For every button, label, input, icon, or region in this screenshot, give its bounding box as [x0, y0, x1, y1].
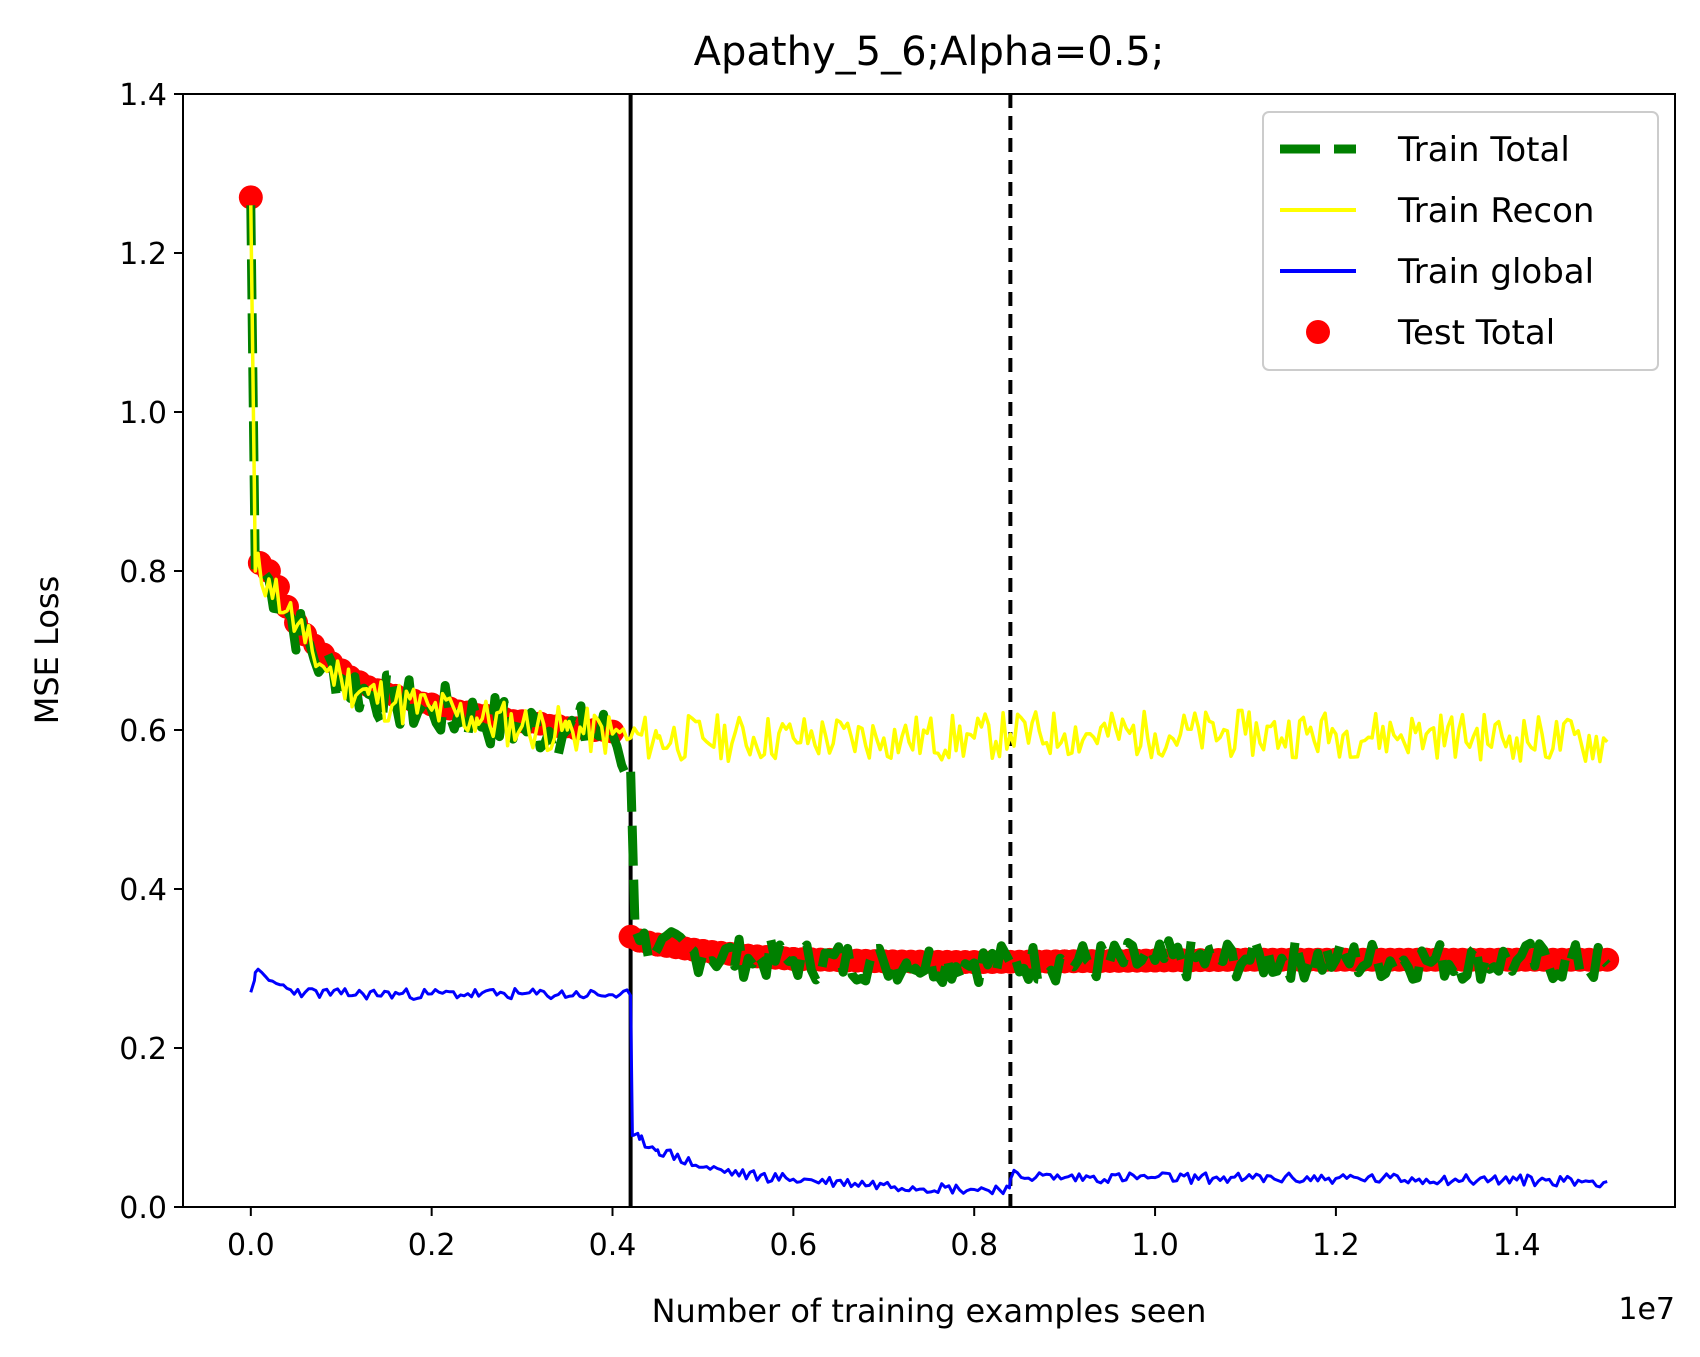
legend-marker — [1306, 320, 1330, 344]
x-tick-label: 0.4 — [589, 1228, 637, 1263]
legend: Train Total Train Recon Train global Test T… — [1262, 111, 1659, 371]
train-total-line — [246, 205, 1611, 987]
y-axis: 0.0 0.2 0.4 0.6 0.8 1.0 1.2 1.4 — [119, 78, 183, 1226]
legend-box — [1262, 111, 1659, 371]
x-tick-label: 0.6 — [770, 1228, 818, 1263]
x-axis-label: Number of training examples seen — [652, 1292, 1207, 1330]
y-tick-label: 1.4 — [119, 78, 167, 113]
legend-label: Train global — [1397, 252, 1594, 292]
y-axis-label: MSE Loss — [28, 576, 66, 725]
x-offset-label: 1e7 — [1618, 1292, 1675, 1327]
y-tick-label: 1.2 — [119, 237, 167, 272]
x-tick-label: 1.0 — [1131, 1228, 1179, 1263]
x-tick-label: 1.2 — [1312, 1228, 1360, 1263]
legend-label: Test Total — [1397, 313, 1555, 353]
test-total-point — [238, 185, 263, 210]
x-axis: 0.0 0.2 0.4 0.6 0.8 1.0 1.2 1.4 — [227, 1207, 1541, 1263]
y-tick-label: 0.2 — [119, 1032, 167, 1067]
x-tick-label: 1.4 — [1493, 1228, 1541, 1263]
train-recon-line — [249, 205, 1609, 764]
plot-frame — [182, 93, 1676, 1208]
y-tick-label: 0.8 — [119, 555, 167, 590]
x-tick-label: 0.8 — [950, 1228, 998, 1263]
legend-label: Train Recon — [1397, 191, 1594, 231]
chart-title: Apathy_5_6;Alpha=0.5; — [694, 29, 1165, 75]
y-tick-label: 1.0 — [119, 396, 167, 431]
train-global-line — [249, 967, 1608, 1196]
y-tick-label: 0.0 — [119, 1191, 167, 1226]
y-tick-label: 0.6 — [119, 714, 167, 749]
x-tick-label: 0.0 — [227, 1228, 275, 1263]
y-tick-label: 0.4 — [119, 873, 167, 908]
series-layer — [238, 185, 1620, 1196]
x-tick-label: 0.2 — [408, 1228, 456, 1263]
legend-label: Train Total — [1397, 130, 1570, 170]
